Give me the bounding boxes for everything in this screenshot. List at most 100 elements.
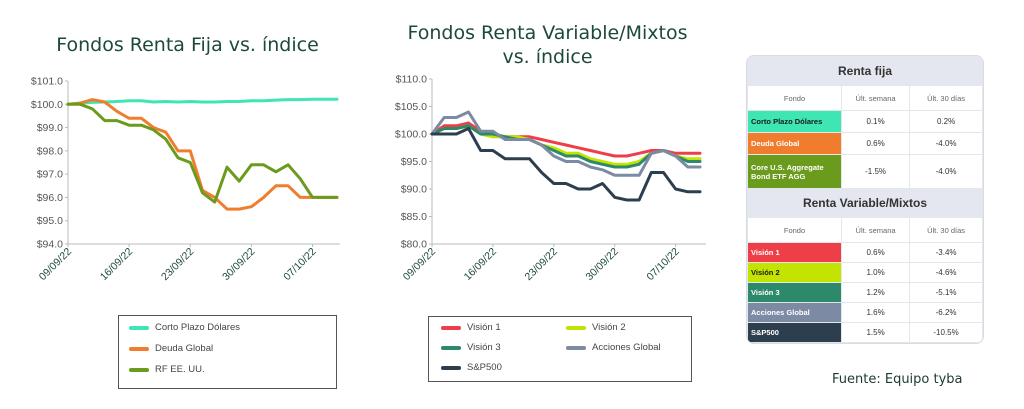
chart2-legend-label: Acciones Global bbox=[592, 342, 661, 353]
chart2-plot: $80.0 $85.0 $90.0 $95.0 $100.0 $105.0 $110.0 09… bbox=[395, 74, 706, 283]
rf-header-col-3: Últ. 30 días bbox=[909, 85, 983, 111]
rv-30d-return: -6.2% bbox=[909, 302, 983, 323]
rf-row: Core U.S. Aggregate Bond ETF AGG -1.5% -4.… bbox=[747, 154, 983, 189]
chart2-legend-item: Visión 3 bbox=[441, 342, 501, 353]
rv-fund-name: Visión 3 bbox=[747, 282, 842, 303]
rf-fund-name: Core U.S. Aggregate Bond ETF AGG bbox=[747, 154, 842, 189]
rv-30d-return: -3.4% bbox=[909, 242, 983, 263]
chart1-y-tick-label: $99.0 bbox=[37, 122, 63, 134]
rf-30d-return: -4.0% bbox=[909, 154, 983, 189]
chart2-series-1-line bbox=[430, 121, 702, 158]
chart1-x-tick-label: 23/09/22 bbox=[159, 246, 196, 283]
rv-fund-name: S&P500 bbox=[747, 322, 842, 343]
chart2-y-tick-label: $80.0 bbox=[401, 239, 427, 251]
rv-week-return: 1.2% bbox=[840, 282, 911, 303]
chart2-title: Fondos Renta Variable/Mixtos vs. índice bbox=[385, 21, 710, 69]
chart2-y-tick-label: $95.0 bbox=[401, 156, 427, 168]
returns-table: Renta fija Fondo Últ. semana Últ. 30 días Co… bbox=[746, 55, 984, 344]
chart1-plot: $94.0 $95.0 $96.0 $97.0 $98.0 $99.0 $100.0 $101… bbox=[31, 76, 340, 283]
rv-header-col-2: Últ. semana bbox=[840, 217, 911, 243]
chart1-y-tick-label: $96.0 bbox=[37, 192, 63, 204]
chart2-series-4-line bbox=[430, 110, 702, 177]
rf-header-col-2: Últ. semana bbox=[840, 85, 911, 111]
rf-week-return: 0.1% bbox=[840, 110, 911, 133]
chart2-legend-item: Visión 2 bbox=[566, 322, 626, 333]
rv-fund-name: Visión 2 bbox=[747, 262, 842, 283]
rf-fund-name: Deuda Global bbox=[747, 132, 842, 155]
rv-week-return: 0.6% bbox=[840, 242, 911, 263]
chart2-y-tick-label: $105.0 bbox=[395, 101, 427, 113]
chart2-x-tick-label: 09/09/22 bbox=[401, 246, 438, 283]
rv-row: Visión 2 1.0% -4.6% bbox=[747, 262, 983, 283]
chart2-legend-label: Visión 2 bbox=[592, 322, 626, 333]
rv-row: S&P500 1.5% -10.5% bbox=[747, 322, 983, 343]
rv-week-return: 1.0% bbox=[840, 262, 911, 283]
rv-week-return: 1.5% bbox=[840, 322, 911, 343]
chart1-series-3-line bbox=[66, 102, 339, 204]
chart1-legend-item: Corto Plazo Dólares bbox=[129, 322, 240, 333]
chart1-y-tick-label: $101.0 bbox=[31, 76, 63, 88]
rf-section-header: Renta fija bbox=[747, 56, 983, 86]
rf-30d-return: 0.2% bbox=[909, 110, 983, 133]
source-note: Fuente: Equipo tyba bbox=[832, 372, 963, 387]
rv-30d-return: -10.5% bbox=[909, 322, 983, 343]
chart2-y-tick-label: $85.0 bbox=[401, 211, 427, 223]
chart2-x-tick-label: 30/09/22 bbox=[583, 246, 620, 283]
chart1-series-1-line bbox=[66, 97, 339, 106]
chart2-y-tick-label: $90.0 bbox=[401, 184, 427, 196]
chart2-title-line2: vs. índice bbox=[502, 46, 593, 68]
chart2-y-tick-label: $100.0 bbox=[395, 129, 427, 141]
chart2-legend-swatch bbox=[566, 325, 586, 330]
rv-30d-return: -4.6% bbox=[909, 262, 983, 283]
chart2-legend-item: Visión 1 bbox=[441, 322, 501, 333]
rv-section-header: Renta Variable/Mixtos bbox=[747, 188, 983, 218]
chart1-legend: Corto Plazo Dólares Deuda Global RF EE. UU… bbox=[118, 315, 337, 389]
chart1-x-tick-label: 07/10/22 bbox=[281, 246, 318, 283]
chart1-title: Fondos Renta Fija vs. índice bbox=[56, 34, 319, 56]
chart2-x-tick-label: 23/09/22 bbox=[523, 246, 560, 283]
chart1-legend-swatch bbox=[129, 367, 149, 372]
rv-row: Acciones Global 1.6% -6.2% bbox=[747, 302, 983, 323]
chart2-legend-label: Visión 3 bbox=[467, 342, 501, 353]
chart1-legend-label: Corto Plazo Dólares bbox=[155, 322, 241, 333]
chart2-title-line1: Fondos Renta Variable/Mixtos bbox=[407, 22, 688, 44]
chart1-legend-swatch bbox=[129, 346, 149, 351]
chart2-legend-swatch bbox=[441, 345, 461, 350]
rf-week-return: 0.6% bbox=[840, 132, 911, 155]
rv-header-col-3: Últ. 30 días bbox=[909, 217, 983, 243]
chart2-x-tick-label: 07/10/22 bbox=[644, 246, 681, 283]
chart2-y-tick-label: $110.0 bbox=[396, 74, 427, 86]
chart1-y-tick-label: $98.0 bbox=[37, 145, 63, 157]
rv-header-col-1: Fondo bbox=[747, 217, 842, 243]
chart1-x-tick-label: 30/09/22 bbox=[220, 246, 257, 283]
chart1-y-tick-label: $94.0 bbox=[37, 239, 63, 251]
chart1-x-tick-label: 16/09/22 bbox=[98, 246, 135, 283]
chart1-y-tick-label: $97.0 bbox=[37, 169, 63, 181]
rv-fund-name: Acciones Global bbox=[747, 302, 842, 323]
chart1-y-tick-label: $100.0 bbox=[31, 99, 63, 111]
rf-header-col-1: Fondo bbox=[747, 85, 842, 111]
chart2-legend-swatch bbox=[566, 345, 586, 350]
rf-fund-name: Corto Plazo Dólares bbox=[747, 110, 842, 133]
chart2-legend-item: Acciones Global bbox=[566, 342, 661, 353]
rf-row: Corto Plazo Dólares 0.1% 0.2% bbox=[747, 110, 983, 133]
chart1-legend-swatch bbox=[129, 325, 149, 330]
chart2-legend-swatch bbox=[441, 325, 461, 330]
chart1-y-tick-label: $95.0 bbox=[37, 215, 63, 227]
chart1-legend-label: RF EE. UU. bbox=[155, 364, 205, 375]
rf-30d-return: -4.0% bbox=[909, 132, 983, 155]
chart2-legend-label: S&P500 bbox=[467, 362, 502, 373]
rf-row: Deuda Global 0.6% -4.0% bbox=[747, 132, 983, 155]
rv-row: Visión 3 1.2% -5.1% bbox=[747, 282, 983, 303]
rv-week-return: 1.6% bbox=[840, 302, 911, 323]
chart1-legend-item: Deuda Global bbox=[129, 343, 213, 354]
chart2-legend-label: Visión 1 bbox=[467, 322, 501, 333]
chart2-legend-swatch bbox=[441, 365, 461, 370]
rv-fund-name: Visión 1 bbox=[747, 242, 842, 263]
rv-row: Visión 1 0.6% -3.4% bbox=[747, 242, 983, 263]
chart2-x-tick-label: 16/09/22 bbox=[462, 246, 499, 283]
chart2-series-5-line bbox=[430, 127, 702, 202]
chart1-x-tick-label: 09/09/22 bbox=[37, 246, 74, 283]
chart2-legend-item: S&P500 bbox=[441, 362, 502, 373]
chart1-legend-item: RF EE. UU. bbox=[129, 364, 205, 375]
